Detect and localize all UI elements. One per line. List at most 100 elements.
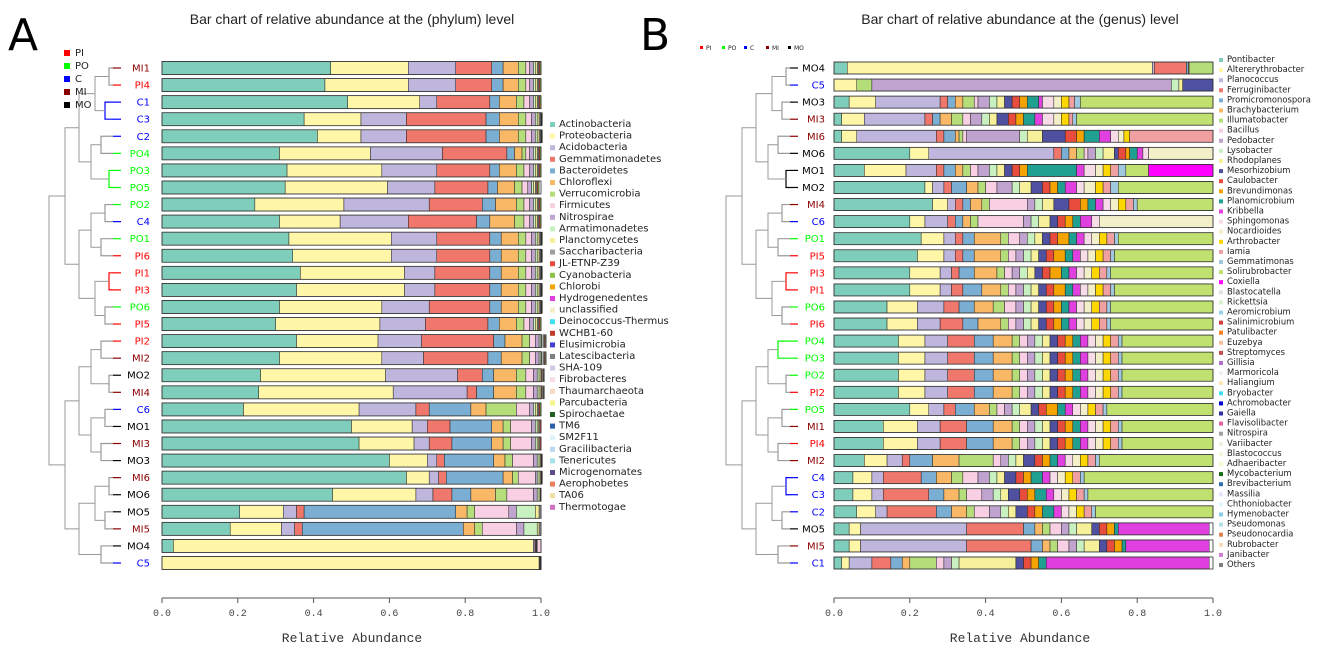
bar-segment-MO6-firmicutes — [506, 487, 534, 502]
bar-segment-PI4-nitrospirae — [529, 78, 534, 92]
bar-segment-C1-bacteroidetes — [489, 95, 500, 109]
bar-segment-PO4-planctomycetes — [535, 146, 538, 161]
bar-segment-PI3-kribbella — [1068, 266, 1077, 280]
bar-segment-MO5-chloroflexi — [455, 505, 468, 519]
bar-segment-MI1-mesorhizobium — [1049, 420, 1058, 433]
bar-segment-MO4-proteobacteria — [173, 539, 534, 553]
bar-segment-MO4-altererythrobacter — [847, 61, 1153, 75]
bar-segment-PI5-planococcus — [943, 249, 956, 263]
sample-label-PI3: PI3 — [810, 268, 825, 279]
legend-swatch-tm6 — [550, 423, 555, 429]
bar-segment-MI2-pontibacter — [833, 454, 865, 467]
sample-label-C3: C3 — [812, 490, 825, 501]
panel-a-sample-labels: MI1 PI4 C1 C3 C2 PO4 PO3 PO5 PO2 C4 PO1 PI6 PI1 PI3 PO… — [127, 64, 150, 570]
bar-segment-MI2-arthrobacter — [1080, 454, 1089, 467]
legend-swatch-altererythrobacter — [1219, 68, 1223, 73]
legend-swatch-hydrogenedentes — [550, 296, 555, 301]
bar-segment-MI5-acidobacteria — [281, 522, 295, 536]
bar-outline-MO5 — [161, 504, 542, 519]
legend-swatch-haliangium — [1219, 381, 1223, 386]
bar-segment-C6-planomicrobium — [1072, 215, 1081, 228]
bar-segment-MI1-arthrobacter — [1102, 420, 1111, 433]
legend-label-nocardioides: Nocardioides — [1227, 226, 1281, 236]
bar-segment-MI6-pontibacter — [833, 130, 842, 143]
bar-segment-C1-pedobacter — [943, 556, 952, 570]
panel-a-bars — [161, 61, 547, 570]
bar-segment-MI6-acidobacteria — [428, 470, 439, 485]
bar-outline-PO4 — [833, 334, 1214, 348]
legend-label-actinobacteria: Actinobacteria — [559, 119, 631, 130]
bar-segment-MI6-iamia — [1129, 130, 1214, 143]
bar-segment-PI1-firmicutes — [525, 266, 532, 280]
bar-segment-PO5-nocardioides — [1080, 403, 1089, 416]
bar-outline-C3 — [833, 488, 1214, 502]
bar-segment-PO1-caulobacter — [1049, 232, 1058, 245]
legend-label-ferruginibacter: Ferruginibacter — [1227, 84, 1291, 94]
bar-segment-MO3-gemmatimonadetes — [436, 453, 445, 468]
bar-segment-PO6-firmicutes — [525, 300, 532, 314]
legend-swatch-caulobacter — [1219, 179, 1223, 184]
bar-segment-PI5-solirubrobacter — [1114, 249, 1214, 263]
bar-segment-MI1-promicromonospora — [966, 420, 994, 433]
bar-segment-MO1-kribbella — [1076, 164, 1085, 177]
bar-segment-C5-lysobacter — [1171, 78, 1180, 92]
bar-segment-PI5-brevundimonas — [1053, 249, 1066, 263]
bar-segment-PO5-planctomycetes — [533, 180, 536, 195]
bar-segment-PI3-pedobacter — [1011, 266, 1020, 280]
bar-segment-MO1-brevundimonas — [1019, 164, 1028, 177]
bar-segment-C1-armatimonadetes — [533, 95, 536, 109]
bar-segment-MO5-firmicutes — [474, 505, 510, 519]
bar-segment-MO1-planomicrobium — [1027, 164, 1077, 177]
legend-label-patulibacter: Patulibacter — [1227, 327, 1278, 337]
bar-segment-PI6-lysobacter — [1023, 317, 1032, 331]
bar-segment-MI4-pedobacter — [1027, 198, 1036, 211]
bar-segment-MO2-bacillus — [985, 181, 998, 194]
bar-segment-PI6-ferruginibacter — [939, 317, 964, 331]
bar-segment-C3-gemmatimonas — [1083, 488, 1089, 501]
bar-outline-PI3 — [833, 266, 1214, 280]
bar-segment-PO2-firmicutes — [523, 197, 530, 212]
bar-segment-MO6-brevundimonas — [1125, 147, 1130, 160]
dendro-branch-8 — [781, 203, 790, 223]
legend-label-mesorhizobium: Mesorhizobium — [1227, 165, 1290, 175]
bar-segment-MO1-illumatobacter — [962, 164, 971, 177]
legend-swatch-pontibacter — [1219, 58, 1223, 62]
bar-segment-PO3-altererythrobacter — [898, 351, 926, 365]
bar-segment-PI3-altererythrobacter — [909, 266, 941, 280]
bar-segment-MO3-promicromonospora — [947, 95, 956, 109]
bar-segment-PI2-nocardioides — [1095, 386, 1104, 399]
bar-segment-MO5-promicromonospora — [1023, 522, 1036, 536]
bar-segment-C3-nitrospirae — [531, 112, 536, 126]
legend-swatch-microgenomates — [550, 470, 555, 475]
bar-segment-MI6-verrucomicrobia — [512, 470, 519, 485]
legend-label-hymenobacter: Hymenobacter — [1227, 509, 1289, 519]
bar-segment-MO5-kribbella — [1118, 522, 1210, 536]
bar-segment-PI4-mesorhizobium — [1049, 437, 1058, 450]
bar-outline-MI6 — [161, 470, 542, 485]
bar-segment-PI5-promicromonospora — [962, 249, 975, 263]
bar-segment-MI4-armatimonadetes — [536, 385, 540, 400]
bar-segment-MI4-planomicrobium — [1087, 198, 1096, 211]
bar-segment-MI5-brachybacterium — [1042, 539, 1051, 553]
legend-label-brachybacterium: Brachybacterium — [1227, 105, 1299, 115]
bar-segment-PI6-gemmatimonas — [1106, 317, 1111, 331]
bar-outline-PO6 — [161, 300, 542, 314]
group-swatch-MI — [766, 46, 769, 49]
bar-segment-MI6-bacillus — [962, 130, 967, 143]
bar-segment-MO6-ferruginibacter — [1053, 147, 1062, 160]
bar-segment-PO1-pontibacter — [833, 232, 922, 245]
bar-segment-MO1-brachybacterium — [955, 164, 964, 177]
bar-segment-PI6-gemmatimonadetes — [436, 249, 491, 263]
bar-segment-C1-chloroflexi — [499, 95, 517, 109]
bar-segment-PI4-planctomycetes — [535, 78, 538, 92]
bar-segment-PI4-sphingomonas — [1087, 437, 1096, 450]
dendro-join-3-0 — [48, 195, 65, 466]
bar-segment-MO5-planococcus — [860, 522, 967, 536]
bar-segment-C4-bacillus — [962, 471, 979, 484]
bar-segment-C4-planomicrobium — [1030, 471, 1043, 484]
bar-segment-C2-planococcus — [875, 505, 888, 519]
bar-segment-MO4-ferruginibacter — [1154, 61, 1187, 75]
bar-outline-MO2 — [161, 368, 542, 383]
panel-b-sample-labels: MO4 C5 MO3 MI3 MI6 MO6 MO1 MO2 MI4 C6 PO1 PI5 PI3 PI1… — [802, 64, 825, 570]
bar-segment-PI5-chloroflexi — [499, 317, 517, 331]
